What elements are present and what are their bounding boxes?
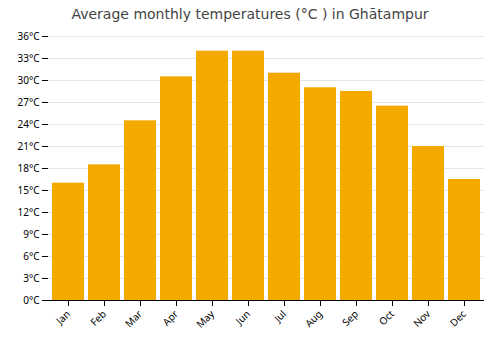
svg-text:Sep: Sep [339,307,361,329]
svg-text:33°C: 33°C [17,51,40,65]
svg-text:9°C: 9°C [23,227,40,241]
svg-text:24°C: 24°C [17,117,40,131]
svg-text:Oct: Oct [376,307,398,329]
svg-text:Dec: Dec [446,307,469,330]
svg-text:21°C: 21°C [17,139,40,153]
svg-text:Jan: Jan [52,307,73,328]
html-text:Average monthly temperatures (: Average monthly temperatures (°C ) in Gh… [71,6,429,22]
svg-text:Jun: Jun [232,307,253,328]
svg-text:Feb: Feb [87,307,109,329]
svg-text:12°C: 12°C [17,205,40,219]
svg-text:15°C: 15°C [17,183,40,197]
svg-text:Nov: Nov [410,306,434,330]
svg-text:18°C: 18°C [17,161,40,175]
svg-text:Apr: Apr [159,307,181,329]
svg-text:30°C: 30°C [17,73,40,87]
svg-text:May: May [193,306,218,331]
svg-text:Mar: Mar [122,307,145,330]
svg-text:0°C: 0°C [23,293,40,307]
svg-text:36°C: 36°C [17,29,40,43]
svg-text:Aug: Aug [302,307,325,330]
svg-text:Jul: Jul [270,307,289,326]
svg-text:3°C: 3°C [23,271,40,285]
svg-text:27°C: 27°C [17,95,40,109]
svg-text:6°C: 6°C [23,249,40,263]
